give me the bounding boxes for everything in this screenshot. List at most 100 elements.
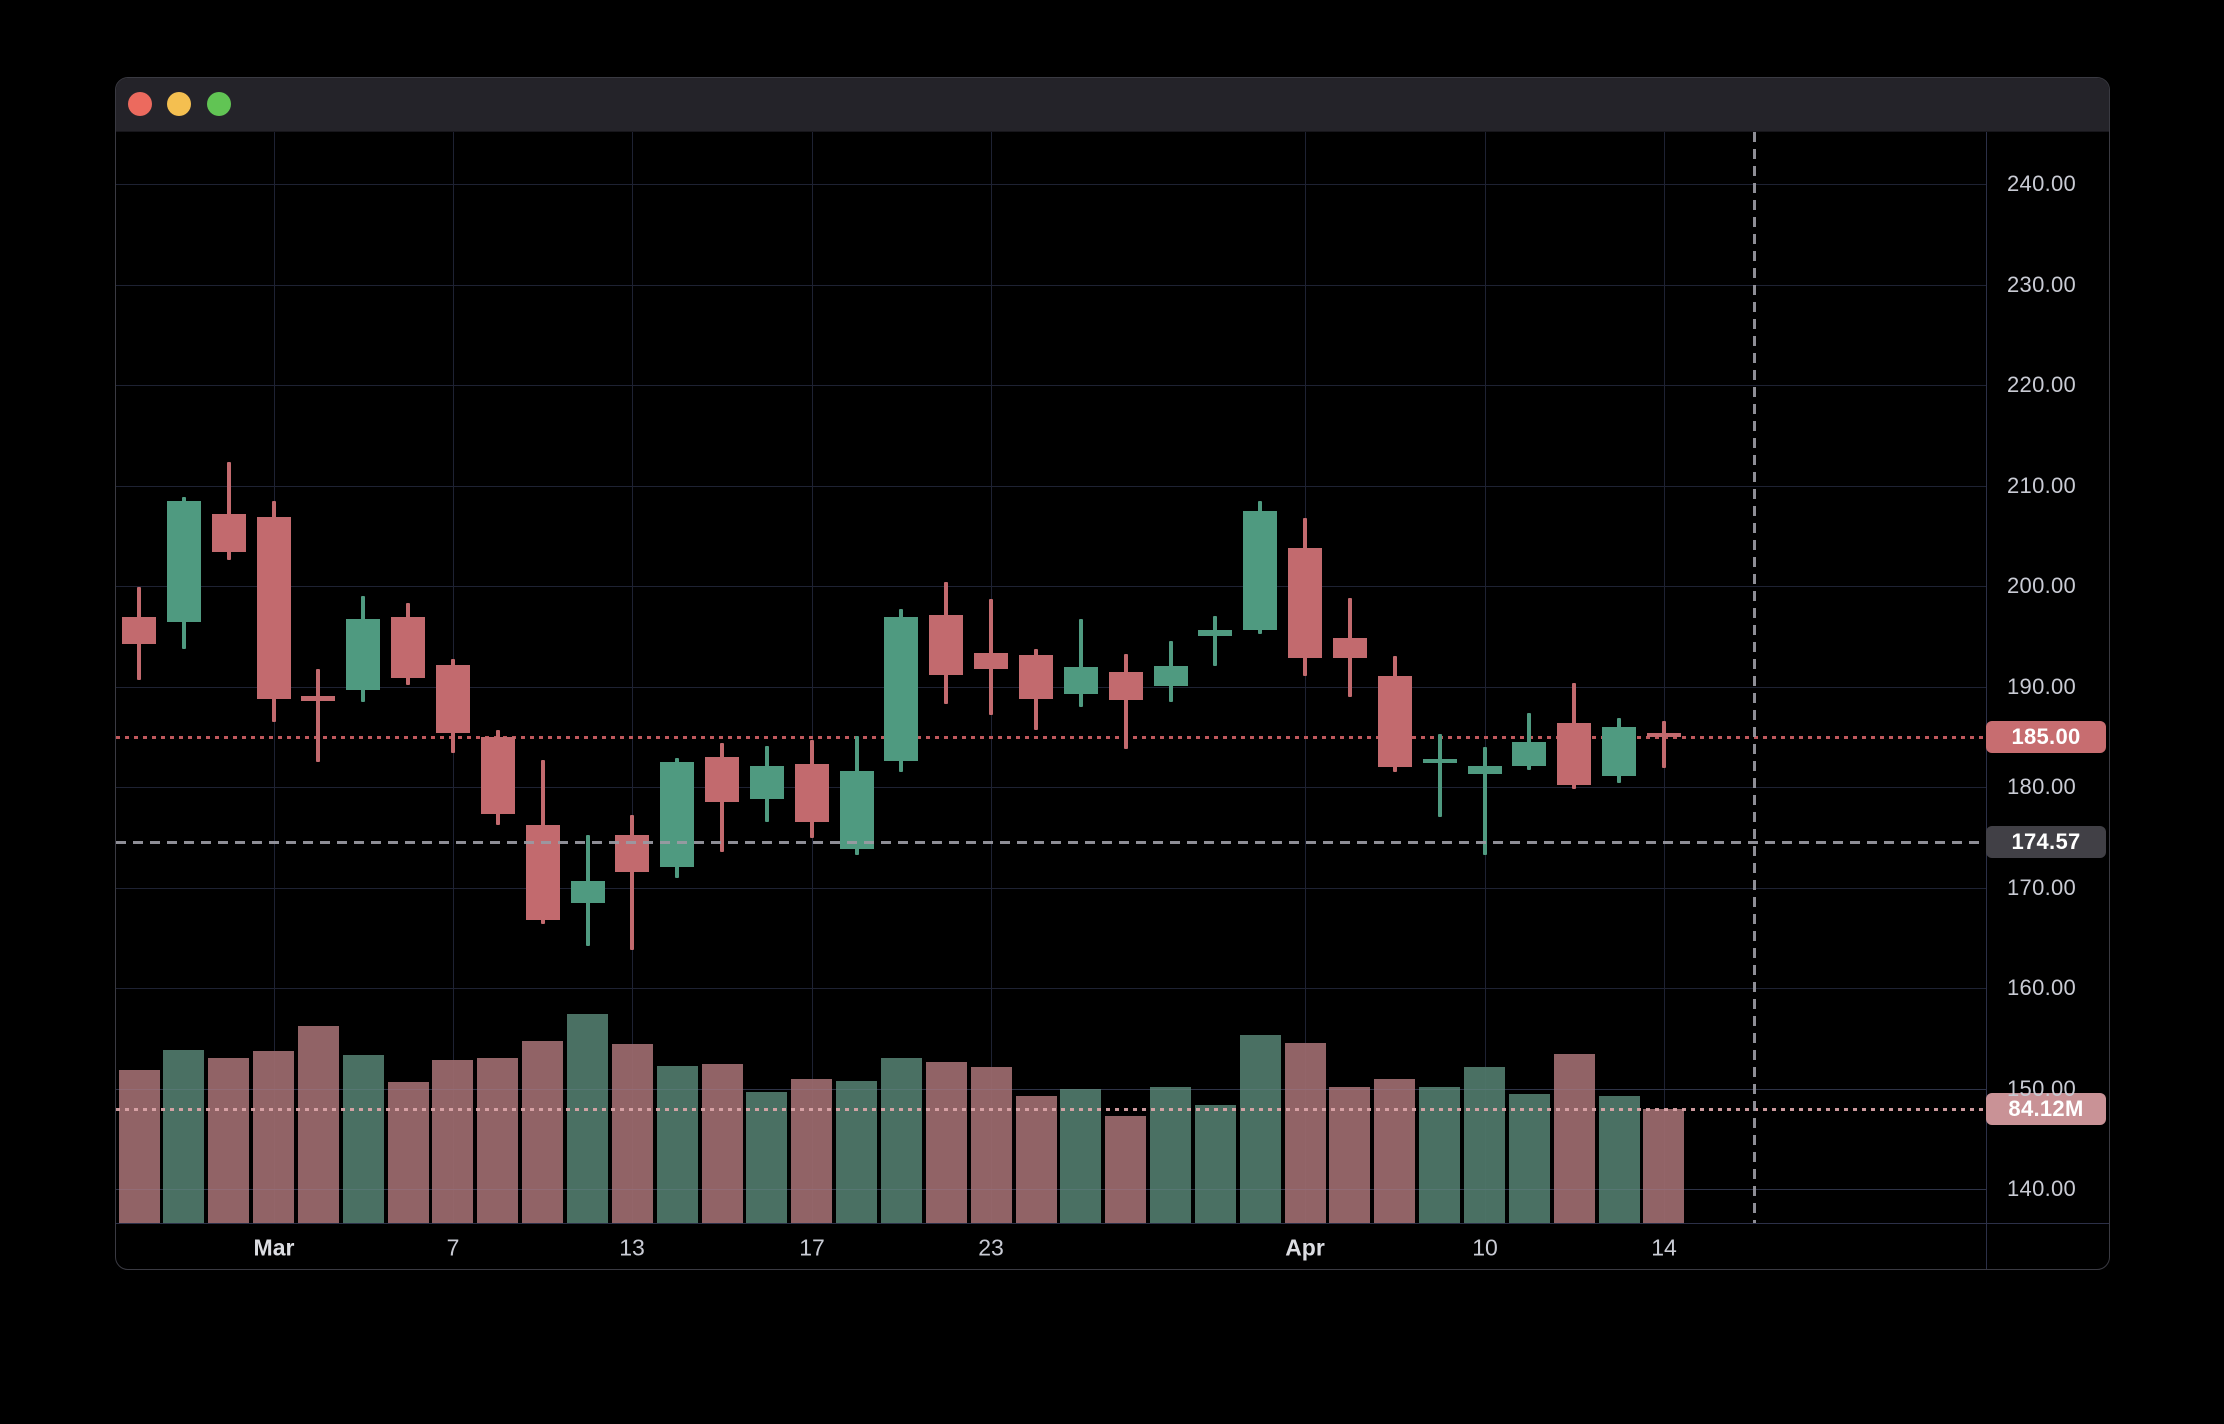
minimize-button[interactable]: [167, 92, 191, 116]
price-gridline: [116, 184, 1986, 185]
price-tick-label: 180.00: [2007, 774, 2077, 799]
plot-area[interactable]: [116, 132, 1986, 1223]
volume-bar: [1105, 1115, 1147, 1223]
last-volume-badge: 84.12M: [1986, 1093, 2106, 1125]
volume-bar: [791, 1079, 833, 1223]
last-price-line: [116, 735, 1986, 739]
candle: [660, 761, 695, 868]
price-tick-label: 230.00: [2007, 271, 2077, 297]
candle-wick: [1661, 720, 1666, 768]
candle: [1019, 655, 1053, 699]
volume-bar: [567, 1014, 608, 1223]
volume-bar: [163, 1049, 205, 1223]
crosshair-horizontal-line: [116, 840, 1986, 844]
volume-bar: [611, 1044, 653, 1223]
volume-bar: [342, 1054, 384, 1223]
candle: [435, 665, 470, 733]
price-gridline: [116, 988, 1986, 989]
volume-bar: [1508, 1094, 1550, 1223]
volume-bar: [1194, 1105, 1236, 1223]
crosshair-vertical-line: [1753, 132, 1756, 1223]
candle: [1377, 676, 1412, 767]
price-gridline: [116, 787, 1986, 788]
time-axis[interactable]: Mar 7 13 17 23 Apr 10 14: [116, 1223, 2109, 1269]
gridline-hint: [116, 1189, 1986, 1190]
volume-bar: [1553, 1053, 1595, 1223]
date-gridline: [812, 132, 813, 1223]
candle: [1108, 672, 1143, 700]
candle-wick: [1078, 619, 1083, 707]
candle: [1467, 765, 1502, 774]
candle: [122, 617, 156, 645]
volume-bar: [1015, 1095, 1057, 1223]
volume-bar: [1598, 1095, 1640, 1223]
volume-bar: [1284, 1042, 1326, 1223]
candle: [705, 756, 740, 803]
price-gridline: [116, 284, 1986, 286]
candle: [929, 615, 964, 676]
time-tick-label: 13: [619, 1234, 645, 1260]
volume-bar: [656, 1065, 698, 1223]
volume-bar: [297, 1026, 339, 1223]
window-titlebar[interactable]: [116, 78, 2109, 132]
candle: [974, 653, 1009, 670]
date-gridline: [1485, 132, 1486, 1223]
close-button[interactable]: [128, 92, 152, 116]
volume-bar: [1643, 1109, 1685, 1223]
candle-wick: [1123, 654, 1128, 749]
candle: [1332, 638, 1367, 659]
volume-bar: [1060, 1088, 1102, 1223]
price-gridline: [116, 586, 1986, 587]
volume-bar: [970, 1067, 1012, 1223]
price-gridline: [116, 385, 1986, 386]
price-gridline: [116, 887, 1986, 889]
candle: [391, 617, 426, 679]
price-gridline: [116, 1088, 1986, 1090]
price-tick-label: 190.00: [2007, 673, 2077, 699]
volume-bar: [522, 1041, 564, 1223]
last-volume-line: [116, 1108, 1986, 1111]
last-price-badge: 185.00: [1986, 720, 2106, 753]
time-tick-label: Apr: [1285, 1234, 1325, 1260]
time-tick-label: 7: [446, 1234, 460, 1260]
volume-bar: [118, 1069, 160, 1223]
candle: [794, 763, 829, 823]
candle: [480, 736, 515, 815]
gridline-hint: [116, 1088, 1986, 1090]
price-tick-label: 240.00: [2007, 171, 2077, 196]
candle: [570, 881, 605, 903]
candle: [1153, 666, 1188, 687]
candle-wick: [1527, 712, 1532, 770]
zoom-button[interactable]: [207, 92, 231, 116]
price-tick-label: 160.00: [2007, 975, 2077, 1000]
price-axis[interactable]: 185.00 174.57 84.12M 240.00 230.00 220.00 2…: [1986, 132, 2109, 1269]
candle-wick: [1437, 733, 1442, 818]
crosshair-price-badge: 174.57: [1986, 825, 2106, 858]
candle: [166, 500, 201, 623]
volume-bar: [253, 1050, 295, 1223]
volume-bar: [1239, 1034, 1281, 1223]
candle-wick: [1482, 746, 1487, 856]
candle: [1063, 667, 1098, 694]
volume-bar: [746, 1091, 788, 1223]
volume-bar: [925, 1061, 967, 1223]
time-tick-label: 23: [978, 1234, 1004, 1260]
candle: [211, 513, 246, 552]
candle: [1243, 510, 1278, 631]
candle: [346, 619, 381, 690]
volume-bar: [477, 1057, 519, 1223]
volume-bar: [208, 1057, 250, 1223]
candle: [1288, 547, 1323, 659]
chart-window: 185.00 174.57 84.12M 240.00 230.00 220.00 2…: [115, 77, 2110, 1270]
candle: [301, 695, 336, 701]
candle-wick: [630, 815, 635, 950]
candle: [1422, 758, 1457, 763]
price-tick-label: 200.00: [2007, 573, 2077, 598]
candle-wick: [1213, 616, 1218, 667]
candle: [1602, 726, 1637, 776]
date-gridline: [1664, 132, 1665, 1223]
time-tick-label: 10: [1472, 1234, 1498, 1260]
volume-bar: [880, 1057, 922, 1223]
price-tick-label: 150.00: [2007, 1075, 2077, 1101]
